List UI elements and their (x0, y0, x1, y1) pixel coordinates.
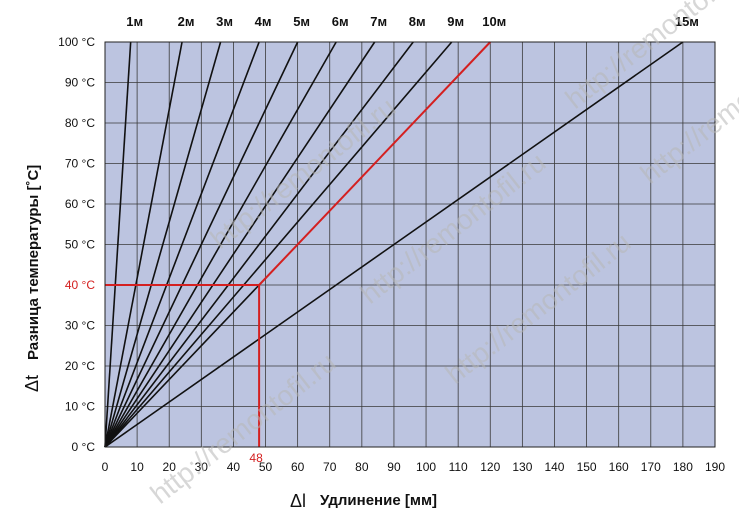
x-tick-label: 90 (387, 460, 401, 474)
annotation-x-label: 48 (249, 451, 263, 465)
y-axis-label: Разница температуры [˚C] (25, 165, 42, 360)
series-label-1: 1м (126, 14, 143, 29)
y-tick-label: 80 °C (65, 116, 95, 130)
x-axis-symbol: Δl (290, 491, 306, 511)
x-tick-label: 50 (259, 460, 273, 474)
x-tick-label: 160 (609, 460, 629, 474)
y-axis-title: Δt Разница температуры [˚C] (22, 165, 42, 392)
series-line-7 (104, 41, 376, 448)
x-tick-label: 130 (512, 460, 532, 474)
series-line-6 (104, 41, 337, 448)
plot-frame (104, 41, 716, 448)
x-tick-label: 180 (673, 460, 693, 474)
x-tick-labels: 0 10 20 30 40 50 60 70 80 90 100 110 120 130 140 150 160… (102, 460, 726, 474)
series-label-11: 15м (675, 14, 699, 29)
x-tick-label: 140 (544, 460, 564, 474)
annotation: 48 (105, 41, 491, 465)
y-tick-label: 20 °C (65, 359, 95, 373)
series-labels: 1м 2м 3м 4м 5м 6м 7м 8м 9м 10м 15м (126, 14, 699, 29)
series-line-highlight (258, 41, 491, 286)
x-tick-label: 40 (227, 460, 241, 474)
series-line-2 (104, 41, 183, 448)
series-line-highlight-lower (104, 284, 260, 448)
series-line-1 (104, 41, 132, 448)
series-label-3: 3м (216, 14, 233, 29)
series-line-3 (104, 41, 222, 448)
y-tick-label: 90 °C (65, 76, 95, 90)
series-line-5 (104, 41, 299, 448)
y-axis-symbol: Δt (22, 375, 42, 392)
x-tick-label: 190 (705, 460, 725, 474)
x-tick-label: 120 (480, 460, 500, 474)
series-lines (104, 41, 684, 448)
series-label-4: 4м (255, 14, 272, 29)
x-tick-label: 150 (577, 460, 597, 474)
x-tick-label: 60 (291, 460, 305, 474)
y-tick-label: 50 °C (65, 238, 95, 252)
series-label-2: 2м (178, 14, 195, 29)
series-label-6: 6м (332, 14, 349, 29)
y-tick-label: 100 °C (58, 35, 95, 49)
series-line-9 (104, 41, 453, 448)
x-axis-title: Δl Удлинение [мм] (290, 491, 437, 511)
series-label-10: 10м (482, 14, 506, 29)
series-label-8: 8м (409, 14, 426, 29)
y-tick-label: 70 °C (65, 157, 95, 171)
series-line-8 (104, 41, 414, 448)
series-label-7: 7м (370, 14, 387, 29)
x-tick-label: 80 (355, 460, 369, 474)
series-label-5: 5м (293, 14, 310, 29)
series-label-9: 9м (447, 14, 464, 29)
y-tick-label: 0 °C (72, 440, 96, 454)
x-tick-label: 0 (102, 460, 109, 474)
y-tick-label: 40 °C (65, 278, 95, 292)
x-tick-label: 10 (130, 460, 144, 474)
x-tick-label: 70 (323, 460, 337, 474)
x-tick-label: 30 (195, 460, 209, 474)
x-tick-label: 100 (416, 460, 436, 474)
series-line-11 (104, 41, 684, 448)
x-tick-label: 20 (163, 460, 177, 474)
x-tick-label: 110 (449, 460, 468, 474)
series-line-4 (104, 41, 260, 448)
y-tick-labels: 0 °C 10 °C 20 °C 30 °C 40 °C 50 °C 60 °C 70 °C 8… (58, 35, 95, 454)
y-tick-label: 60 °C (65, 197, 95, 211)
x-tick-label: 170 (641, 460, 661, 474)
y-tick-label: 30 °C (65, 319, 95, 333)
y-tick-label: 10 °C (65, 400, 95, 414)
x-axis-label: Удлинение [мм] (320, 492, 437, 509)
